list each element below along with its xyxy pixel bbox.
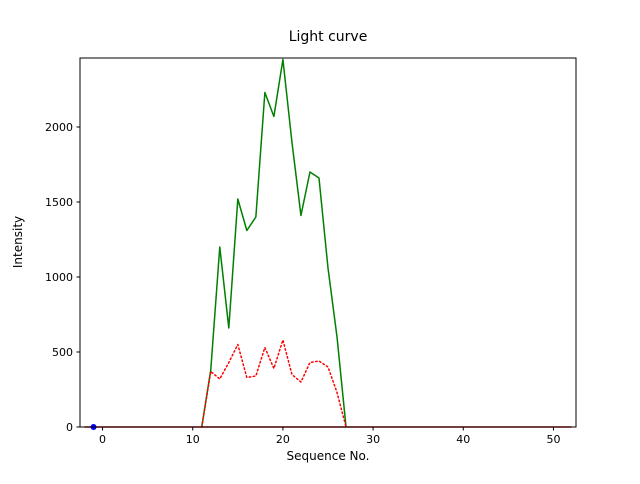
x-tick-label: 0 — [99, 433, 106, 446]
x-tick-label: 10 — [186, 433, 200, 446]
y-tick-label: 2000 — [45, 121, 73, 134]
chart-title: Light curve — [289, 29, 368, 45]
secondary-light-curve-line — [200, 339, 347, 428]
axes-frame — [79, 57, 577, 428]
x-tick-label: 30 — [366, 433, 380, 446]
y-axis-label: Intensity — [11, 216, 25, 268]
x-tick-label: 50 — [546, 433, 560, 446]
x-tick-label: 20 — [276, 433, 290, 446]
x-tick-label: 40 — [456, 433, 470, 446]
y-tick-label: 0 — [66, 421, 73, 434]
y-tick-label: 1500 — [45, 196, 73, 209]
x-axis-label: Sequence No. — [287, 449, 370, 463]
main-light-curve-line — [201, 58, 347, 428]
y-tick-label: 500 — [52, 346, 73, 359]
y-tick-label: 1000 — [45, 271, 73, 284]
